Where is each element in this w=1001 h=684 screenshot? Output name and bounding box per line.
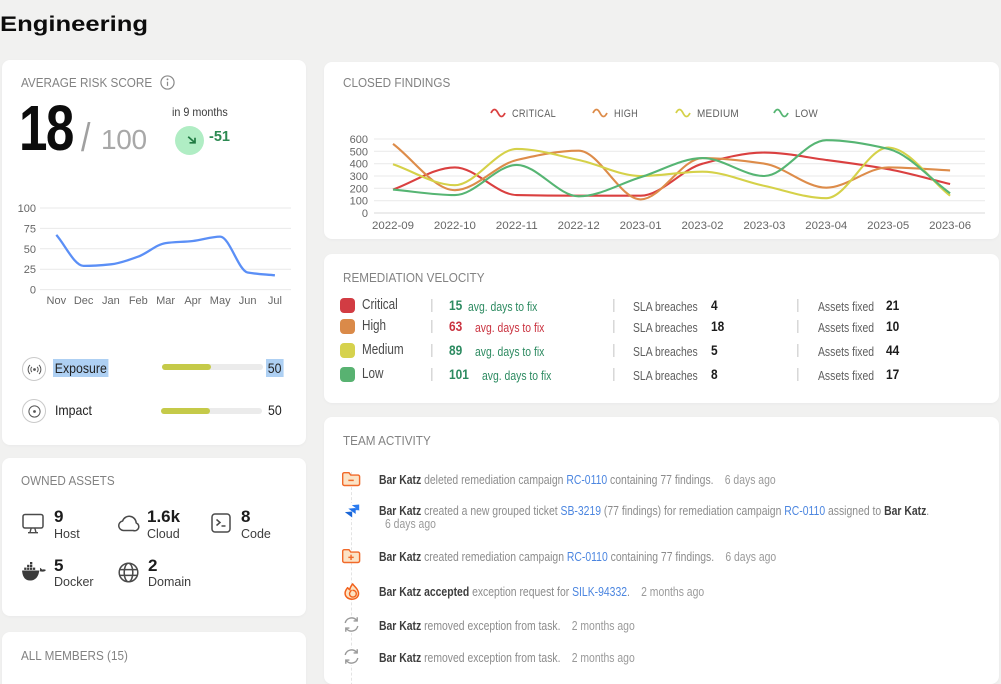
svg-text:Jan: Jan [102,295,120,307]
svg-text:2023-06: 2023-06 [929,220,971,232]
svg-text:300: 300 [350,171,368,183]
svg-text:MEDIUM: MEDIUM [697,108,739,120]
svg-text:CRITICAL: CRITICAL [512,108,556,120]
svg-text:May: May [210,295,231,307]
svg-text:2023-04: 2023-04 [805,220,847,232]
svg-text:Apr: Apr [184,295,201,307]
svg-text:100: 100 [18,203,36,215]
svg-text:Dec: Dec [74,295,94,307]
svg-text:500: 500 [350,146,368,158]
svg-text:200: 200 [350,183,368,195]
svg-text:400: 400 [350,159,368,171]
svg-text:25: 25 [24,264,36,276]
svg-text:600: 600 [350,134,368,146]
svg-text:2022-10: 2022-10 [434,220,476,232]
svg-text:LOW: LOW [795,108,818,120]
svg-text:50: 50 [24,244,36,256]
svg-text:75: 75 [24,223,36,235]
svg-text:HIGH: HIGH [614,108,638,120]
svg-text:100: 100 [350,196,368,208]
svg-text:Mar: Mar [156,295,175,307]
svg-text:0: 0 [362,208,368,220]
svg-text:Jun: Jun [239,295,257,307]
svg-text:2023-03: 2023-03 [743,220,785,232]
svg-text:Feb: Feb [129,295,148,307]
svg-text:2023-02: 2023-02 [682,220,724,232]
svg-text:2023-05: 2023-05 [867,220,909,232]
svg-text:2022-11: 2022-11 [496,220,538,232]
svg-text:0: 0 [30,285,36,297]
svg-text:2023-01: 2023-01 [620,220,662,232]
svg-text:Jul: Jul [268,295,282,307]
svg-text:Nov: Nov [47,295,67,307]
svg-text:2022-12: 2022-12 [558,220,600,232]
svg-text:2022-09: 2022-09 [372,220,414,232]
